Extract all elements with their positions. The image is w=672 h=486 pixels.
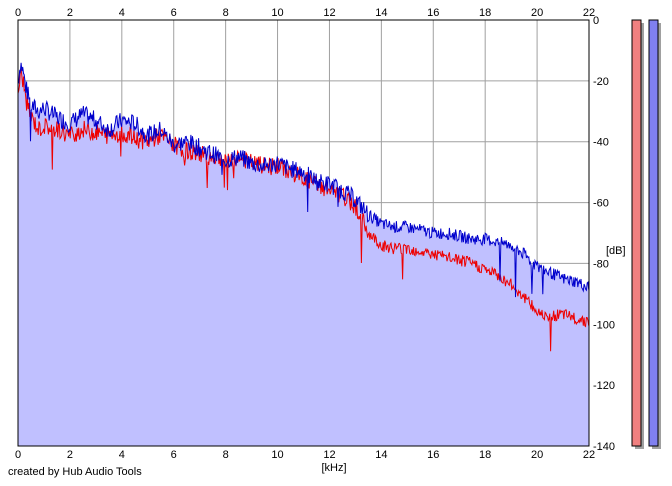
x-tick-label-bottom: 14 [375,449,387,461]
x-tick-label-bottom: 16 [427,449,439,461]
x-tick-label-top: 16 [427,7,439,19]
x-tick-label-top: 22 [583,7,595,19]
y-tick-label: -20 [593,76,609,88]
series-layer [17,62,590,447]
x-tick-label-bottom: 20 [531,449,543,461]
y-tick-label: -100 [593,319,615,331]
x-tick-label-top: 2 [67,7,73,19]
level-meter-2 [648,19,659,447]
x-tick-label-top: 20 [531,7,543,19]
x-tick-label-top: 12 [323,7,335,19]
x-tick-label-bottom: 8 [223,449,229,461]
x-tick-label-bottom: 18 [479,449,491,461]
x-tick-label-top: 6 [171,7,177,19]
x-tick-labels-top: 0 2 4 6 8 10 12 14 16 18 20 22 [15,7,595,19]
y-tick-label: -60 [593,198,609,210]
credit-text: created by Hub Audio Tools [8,466,142,478]
x-tick-label-bottom: 4 [119,449,125,461]
x-tick-label-bottom: 22 [583,449,595,461]
x-tick-label-top: 10 [271,7,283,19]
x-tick-label-bottom: 12 [323,449,335,461]
y-axis-label: [dB] [606,245,626,257]
x-tick-label-bottom: 6 [171,449,177,461]
x-axis-label: [kHz] [321,462,346,474]
y-tick-labels: 0 -20 -40 -60 -80 -100 -120 -140 [593,15,615,453]
y-tick-label: -120 [593,380,615,392]
x-tick-label-top: 0 [15,7,21,19]
x-tick-label-bottom: 0 [15,449,21,461]
series-line-1 [17,62,590,298]
y-tick-label: -80 [593,258,609,270]
x-tick-label-top: 18 [479,7,491,19]
series-fill-1 [18,62,589,447]
x-tick-label-bottom: 10 [271,449,283,461]
y-tick-label: -140 [593,441,615,453]
x-tick-label-top: 14 [375,7,387,19]
y-tick-label: 0 [593,15,599,27]
y-tick-label: -40 [593,137,609,149]
level-meters [631,19,661,449]
x-tick-label-bottom: 2 [67,449,73,461]
level-meter-1 [631,19,642,447]
plot-frame [17,19,590,447]
x-tick-labels-bottom: 0 2 4 6 8 10 12 14 16 18 20 22 [15,449,595,461]
x-tick-label-top: 8 [223,7,229,19]
x-tick-label-top: 4 [119,7,125,19]
